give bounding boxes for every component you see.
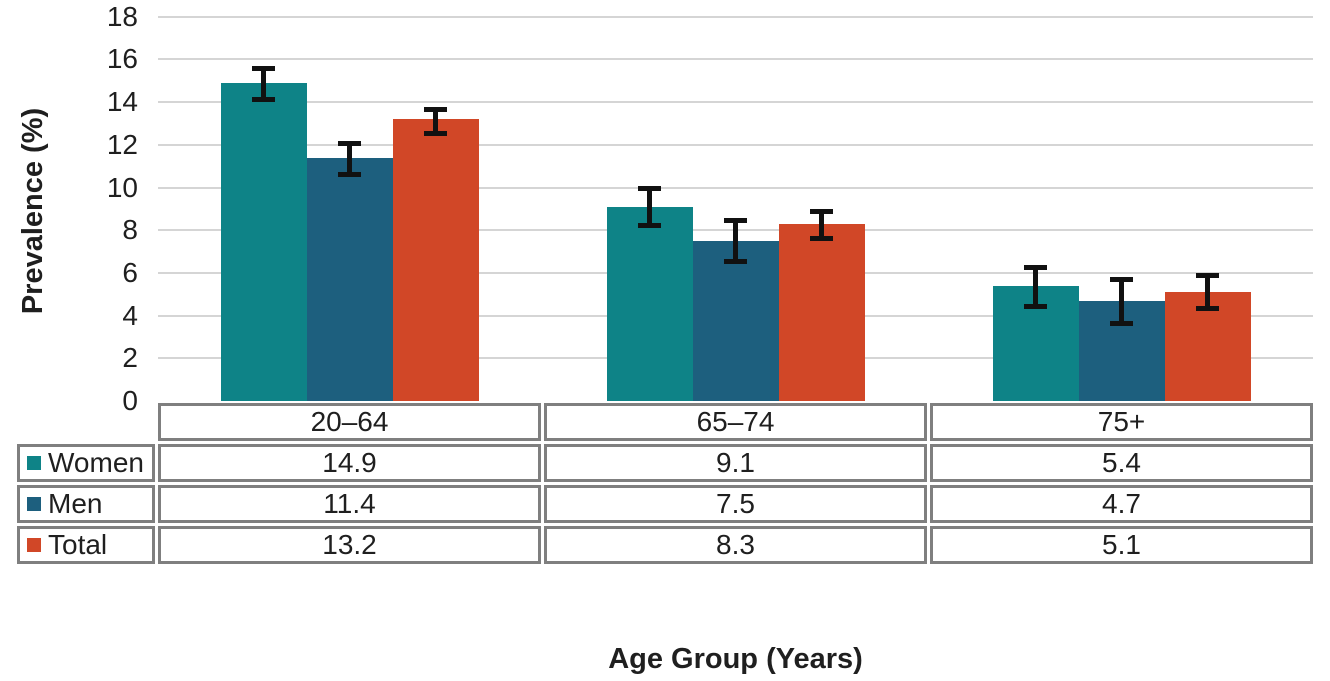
table-header-row: 20–64 65–74 75+ bbox=[17, 403, 1313, 441]
error-bar-total-20-64-cap-bottom bbox=[424, 130, 447, 136]
error-bar-women-20-64-cap-top bbox=[252, 66, 275, 72]
error-bar-total-20-64-line bbox=[433, 110, 438, 132]
value-cell-men-65-74: 7.5 bbox=[544, 485, 927, 523]
y-tick-label-0: 0 bbox=[122, 385, 138, 416]
legend-item-total: Total bbox=[17, 526, 155, 564]
legend-item-women: Women bbox=[17, 444, 155, 482]
category-cell-20-64: 20–64 bbox=[158, 403, 541, 441]
value-cell-men-20-64: 11.4 bbox=[158, 485, 541, 523]
error-bar-men-20-64-cap-top bbox=[338, 140, 361, 146]
bar-men-65-74 bbox=[692, 240, 779, 401]
y-tick-label-2: 2 bbox=[122, 342, 138, 374]
gridline-14 bbox=[158, 101, 1313, 104]
value-cell-total-65-74: 8.3 bbox=[544, 526, 927, 564]
error-bar-men-20-64-line bbox=[347, 144, 352, 173]
y-tick-label-14: 14 bbox=[106, 86, 138, 118]
value-cell-women-20-64: 14.9 bbox=[158, 444, 541, 482]
y-tick-label-16: 16 bbox=[106, 43, 138, 75]
gridline-16 bbox=[158, 58, 1313, 61]
error-bar-total-65-74-cap-bottom bbox=[810, 235, 833, 241]
bar-men-20-64 bbox=[306, 157, 393, 401]
y-axis-title: Prevalence (%) bbox=[17, 107, 49, 315]
bar-total-20-64 bbox=[392, 119, 479, 401]
error-bar-men-65-74-cap-bottom bbox=[724, 259, 747, 265]
error-bar-men-75+-line bbox=[1119, 281, 1124, 322]
x-axis-title: Age Group (Years) bbox=[608, 643, 863, 675]
error-bar-men-20-64-cap-bottom bbox=[338, 171, 361, 177]
error-bar-women-20-64-cap-bottom bbox=[252, 96, 275, 102]
value-cell-total-20-64: 13.2 bbox=[158, 526, 541, 564]
value-cell-women-75+: 5.4 bbox=[930, 444, 1313, 482]
y-tick-label-10: 10 bbox=[106, 171, 138, 203]
table-row-total: Total 13.2 8.3 5.1 bbox=[17, 526, 1313, 564]
error-bar-men-65-74-line bbox=[733, 221, 738, 261]
error-bar-total-75+-line bbox=[1205, 277, 1210, 308]
error-bar-men-65-74-cap-top bbox=[724, 217, 747, 223]
y-tick-label-12: 12 bbox=[106, 128, 138, 160]
table-row-men: Men 11.4 7.5 4.7 bbox=[17, 485, 1313, 523]
error-bar-total-65-74-line bbox=[819, 213, 824, 237]
error-bar-women-65-74-cap-top bbox=[638, 185, 661, 191]
error-bar-women-65-74-line bbox=[647, 189, 652, 224]
data-table: 20–64 65–74 75+ Women 14.9 9.1 5.4 Men 11.4 7.5 4.… bbox=[14, 400, 1316, 567]
value-cell-women-65-74: 9.1 bbox=[544, 444, 927, 482]
bar-women-20-64 bbox=[220, 82, 307, 401]
legend-key-women-icon bbox=[27, 455, 41, 470]
category-cell-75+: 75+ bbox=[930, 403, 1313, 441]
error-bar-women-75+-line bbox=[1033, 268, 1038, 305]
legend-item-men: Men bbox=[17, 485, 155, 523]
y-tick-label-8: 8 bbox=[122, 214, 138, 246]
legend-label-total: Total bbox=[48, 529, 108, 560]
value-cell-total-75+: 5.1 bbox=[930, 526, 1313, 564]
error-bar-total-20-64-cap-top bbox=[424, 106, 447, 112]
table-row-women: Women 14.9 9.1 5.4 bbox=[17, 444, 1313, 482]
bar-women-65-74 bbox=[606, 206, 693, 401]
bar-total-65-74 bbox=[778, 223, 865, 401]
error-bar-women-75+-cap-top bbox=[1024, 264, 1047, 270]
gridline-12 bbox=[158, 143, 1313, 146]
legend-label-men: Men bbox=[48, 488, 103, 519]
error-bar-women-75+-cap-bottom bbox=[1024, 303, 1047, 309]
y-tick-label-18: 18 bbox=[106, 0, 138, 32]
legend-key-men-icon bbox=[27, 496, 41, 511]
gridline-18 bbox=[158, 15, 1313, 18]
error-bar-total-65-74-cap-top bbox=[810, 209, 833, 215]
error-bar-total-75+-cap-top bbox=[1196, 273, 1219, 279]
table-corner-spacer bbox=[17, 403, 155, 441]
error-bar-women-20-64-line bbox=[261, 70, 266, 98]
error-bar-men-75+-cap-top bbox=[1110, 277, 1133, 283]
value-cell-men-75+: 4.7 bbox=[930, 485, 1313, 523]
legend-key-total-icon bbox=[27, 537, 41, 552]
y-tick-label-6: 6 bbox=[122, 256, 138, 288]
category-cell-65-74: 65–74 bbox=[544, 403, 927, 441]
legend-label-women: Women bbox=[48, 447, 144, 478]
error-bar-men-75+-cap-bottom bbox=[1110, 321, 1133, 326]
error-bar-women-65-74-cap-bottom bbox=[638, 222, 661, 228]
gridline-10 bbox=[158, 186, 1313, 189]
y-tick-label-4: 4 bbox=[122, 299, 138, 331]
error-bar-total-75+-cap-bottom bbox=[1196, 306, 1219, 312]
